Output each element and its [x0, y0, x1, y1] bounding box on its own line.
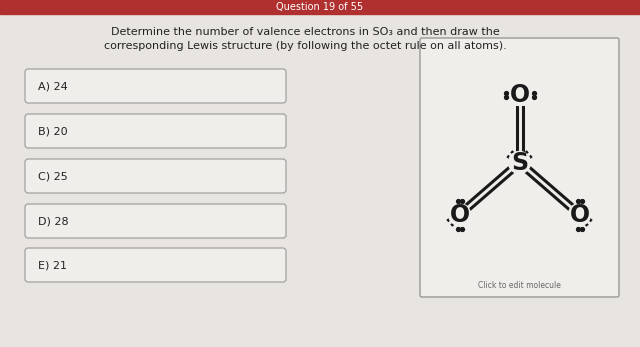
- Text: E) 21: E) 21: [38, 260, 67, 270]
- Text: A) 24: A) 24: [38, 81, 68, 91]
- Text: corresponding Lewis structure (by following the octet rule on all atoms).: corresponding Lewis structure (by follow…: [104, 41, 506, 51]
- Text: B) 20: B) 20: [38, 126, 68, 136]
- Ellipse shape: [449, 203, 470, 226]
- FancyBboxPatch shape: [25, 114, 286, 148]
- FancyBboxPatch shape: [25, 248, 286, 282]
- Text: O: O: [509, 83, 529, 107]
- Bar: [0, 0, 640, 14]
- Ellipse shape: [568, 203, 591, 226]
- Text: Determine the number of valence electrons in SO₃ and then draw the: Determine the number of valence electron…: [111, 27, 499, 37]
- Text: Click to edit molecule: Click to edit molecule: [478, 280, 561, 289]
- FancyBboxPatch shape: [25, 69, 286, 103]
- FancyBboxPatch shape: [420, 38, 619, 297]
- Ellipse shape: [509, 84, 531, 105]
- Text: O: O: [449, 203, 470, 227]
- Text: S: S: [511, 151, 528, 175]
- Text: Question 19 of 55: Question 19 of 55: [276, 2, 364, 12]
- FancyBboxPatch shape: [25, 204, 286, 238]
- Text: D) 28: D) 28: [38, 216, 68, 226]
- Text: C) 25: C) 25: [38, 171, 68, 181]
- Text: O: O: [570, 203, 589, 227]
- Ellipse shape: [509, 152, 531, 174]
- FancyBboxPatch shape: [25, 159, 286, 193]
